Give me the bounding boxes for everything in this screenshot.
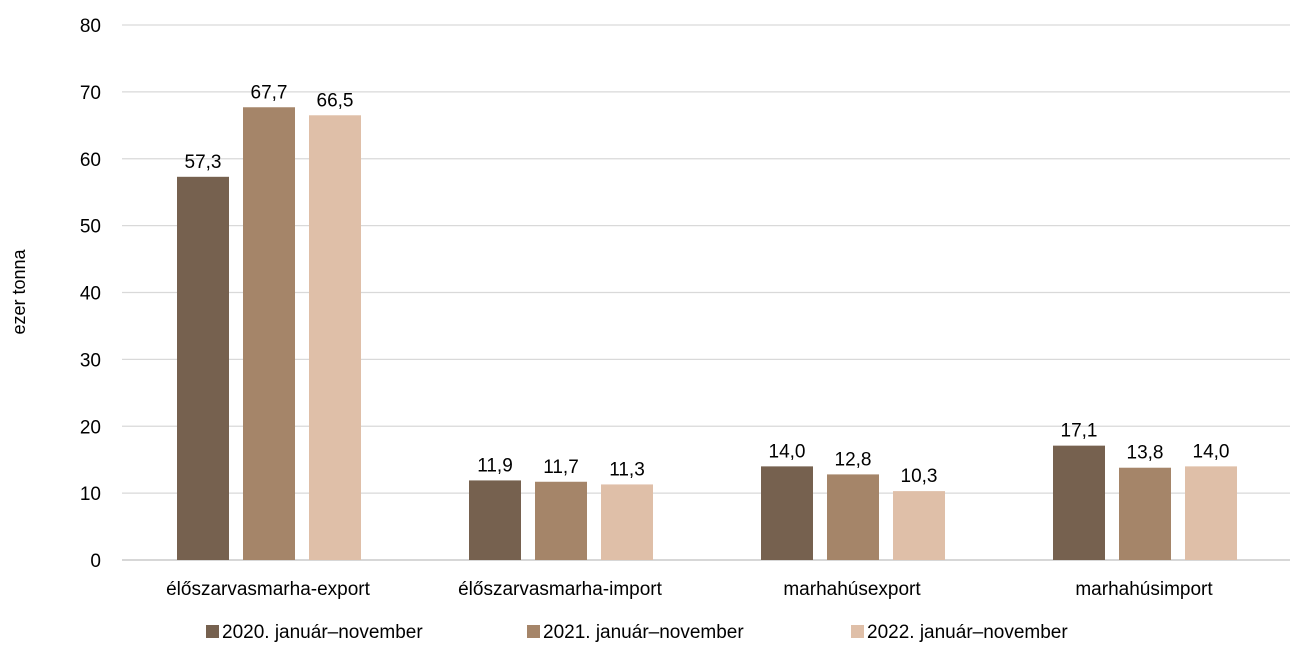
x-tick-label: marhahúsexport [783, 579, 921, 600]
bars [177, 107, 1237, 560]
bar [1053, 445, 1105, 560]
y-axis-ticks: 0 10 20 30 40 50 60 70 80 [80, 16, 101, 572]
data-label: 57,3 [185, 152, 222, 173]
bar [1119, 467, 1171, 560]
data-label: 13,8 [1127, 443, 1164, 464]
bar [893, 491, 945, 560]
data-label: 11,7 [543, 457, 579, 478]
y-tick-label: 20 [80, 417, 101, 438]
data-label: 11,9 [477, 455, 513, 476]
legend: 2020. január–november 2021. január–novemb… [206, 622, 1068, 643]
y-tick-label: 60 [80, 150, 101, 171]
data-label: 67,7 [251, 82, 288, 103]
y-tick-label: 70 [80, 83, 101, 104]
bar [535, 481, 587, 560]
x-axis-ticks: élőszarvasmarha-export élőszarvasmarha-im… [166, 579, 1213, 600]
bar [761, 466, 813, 560]
x-tick-label: élőszarvasmarha-import [458, 579, 663, 600]
bar [177, 176, 229, 560]
data-label: 17,1 [1061, 421, 1098, 442]
bar [1185, 466, 1237, 560]
x-tick-label: élőszarvasmarha-export [166, 579, 371, 600]
data-label: 14,0 [1193, 441, 1230, 462]
y-tick-label: 40 [80, 284, 101, 305]
y-axis-label: ezer tonna [9, 248, 29, 334]
x-tick-label: marhahúsimport [1075, 579, 1213, 600]
bar [601, 484, 653, 560]
legend-label: 2022. január–november [867, 622, 1068, 643]
bar [243, 107, 295, 560]
legend-swatch [851, 625, 864, 638]
y-tick-label: 0 [90, 551, 101, 572]
data-label: 11,3 [609, 459, 645, 480]
bar [309, 115, 361, 560]
data-label: 10,3 [901, 466, 938, 487]
legend-label: 2020. január–november [222, 622, 423, 643]
data-label: 12,8 [835, 449, 872, 470]
gridlines [122, 24, 1290, 561]
bar [469, 480, 521, 560]
y-tick-label: 50 [80, 217, 101, 238]
y-tick-label: 30 [80, 350, 101, 371]
legend-swatch [206, 625, 219, 638]
legend-label: 2021. január–november [543, 622, 744, 643]
data-label: 66,5 [317, 90, 354, 111]
data-labels: 57,3 67,7 66,5 11,9 11,7 11,3 14,0 12,8 10,3 17,1… [185, 82, 1230, 487]
y-tick-label: 10 [80, 484, 101, 505]
bar [827, 474, 879, 560]
data-label: 14,0 [769, 441, 806, 462]
legend-swatch [527, 625, 540, 638]
y-tick-label: 80 [80, 16, 101, 37]
